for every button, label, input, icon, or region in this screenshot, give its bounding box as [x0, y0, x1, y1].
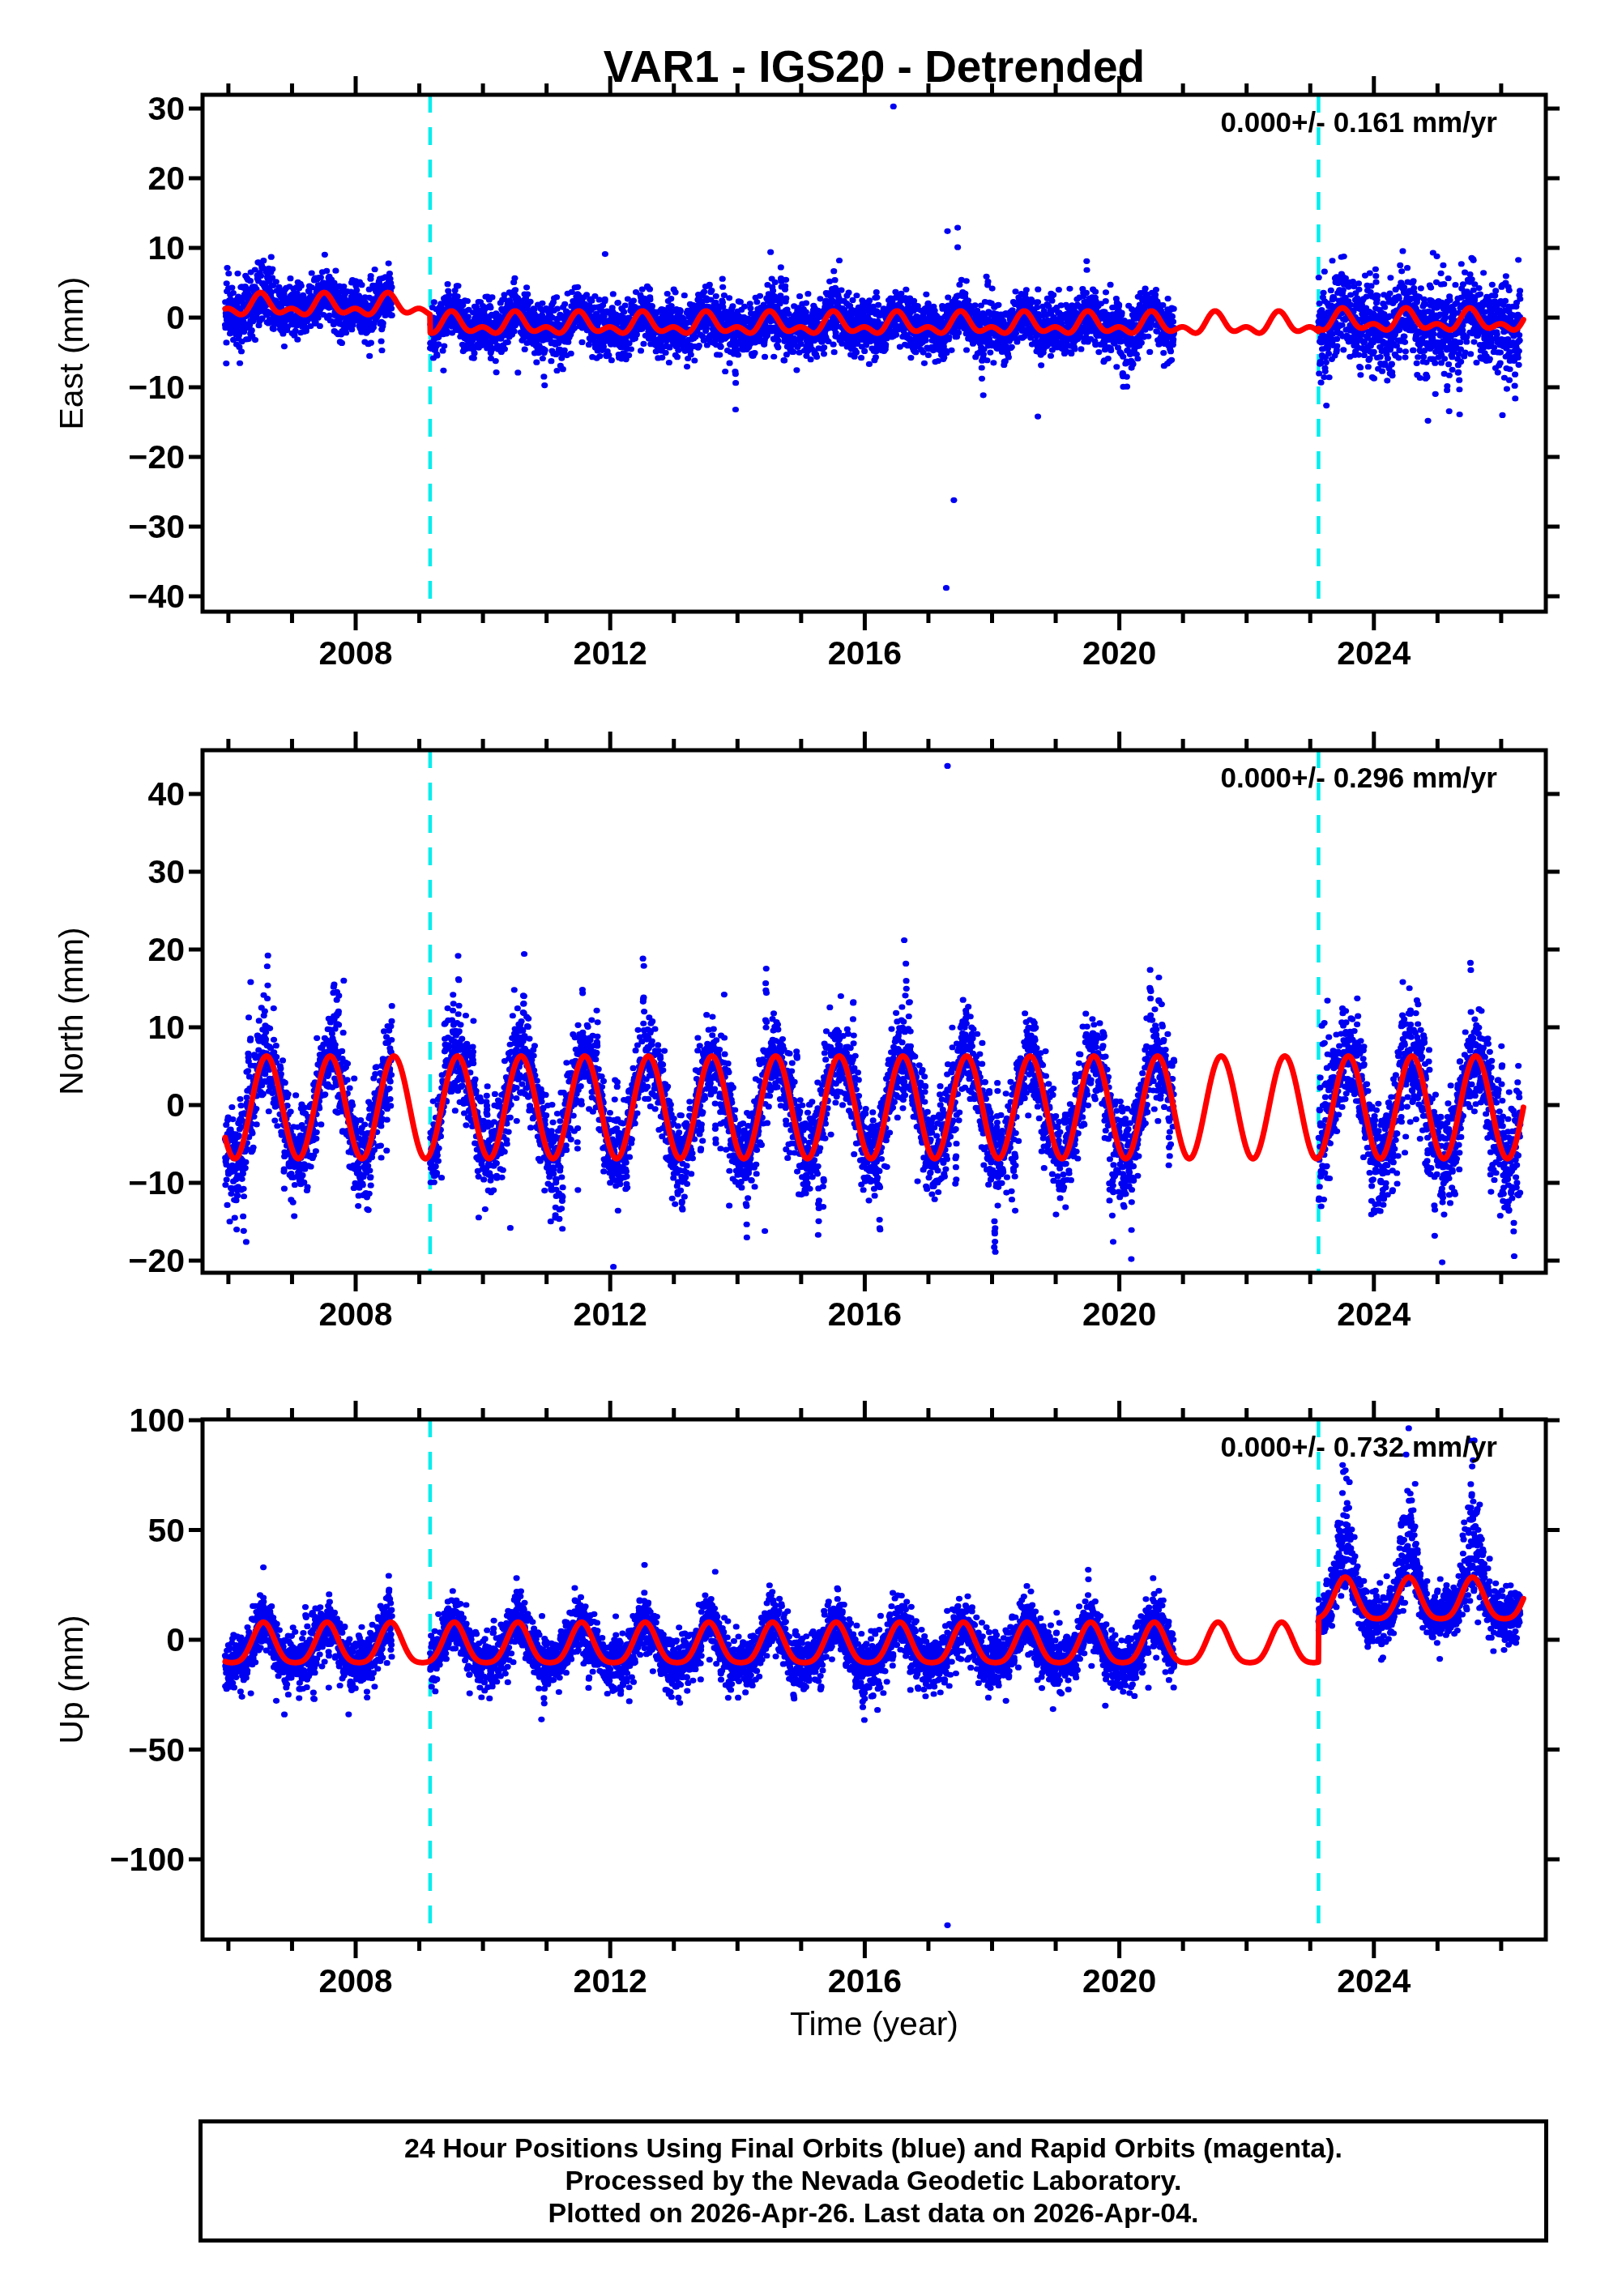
- y-tick-label: −100: [2, 1842, 185, 1876]
- y-tick-label: 10: [2, 231, 185, 265]
- y-tick-label: 30: [2, 855, 185, 889]
- y-tick-label: −10: [2, 370, 185, 404]
- y-tick-label: −20: [2, 1244, 185, 1278]
- rate-annotation-north: 0.000+/- 0.296 mm/yr: [1221, 763, 1498, 792]
- y-tick-label: 0: [2, 1623, 185, 1657]
- x-tick-label: 2016: [783, 636, 945, 670]
- x-tick-label: 2016: [783, 1964, 945, 1998]
- x-tick-label: 2008: [275, 636, 437, 670]
- x-tick-label: 2016: [783, 1297, 945, 1331]
- y-tick-label: −30: [2, 510, 185, 544]
- panel-frame-north: [203, 750, 1546, 1273]
- x-tick-label: 2012: [529, 1297, 691, 1331]
- y-tick-label: −10: [2, 1166, 185, 1200]
- y-axis-label-up: Up (mm): [53, 1517, 90, 1841]
- x-tick-label: 2024: [1293, 636, 1455, 670]
- y-tick-label: 50: [2, 1513, 185, 1547]
- y-tick-label: 30: [2, 92, 185, 126]
- footer-line-1: 24 Hour Positions Using Final Orbits (bl…: [203, 2132, 1544, 2164]
- x-tick-label: 2012: [529, 636, 691, 670]
- panel-frame-up: [203, 1419, 1546, 1940]
- y-tick-label: −20: [2, 440, 185, 474]
- panel-frame-east: [203, 95, 1546, 612]
- x-tick-label: 2012: [529, 1964, 691, 1998]
- footer-line-3: Plotted on 2026-Apr-26. Last data on 202…: [203, 2196, 1544, 2229]
- y-tick-label: 40: [2, 777, 185, 811]
- y-tick-label: 10: [2, 1010, 185, 1044]
- y-tick-label: 100: [2, 1403, 185, 1437]
- x-tick-label: 2024: [1293, 1297, 1455, 1331]
- footer-line-2: Processed by the Nevada Geodetic Laborat…: [203, 2164, 1544, 2196]
- y-tick-label: −50: [2, 1733, 185, 1767]
- y-tick-label: 20: [2, 932, 185, 967]
- y-tick-label: 0: [2, 1088, 185, 1122]
- x-tick-label: 2024: [1293, 1964, 1455, 1998]
- chart-title: VAR1 - IGS20 - Detrended: [203, 44, 1546, 89]
- x-tick-label: 2008: [275, 1297, 437, 1331]
- footer-box: 24 Hour Positions Using Final Orbits (bl…: [198, 2119, 1548, 2243]
- y-tick-label: 20: [2, 161, 185, 195]
- x-tick-label: 2020: [1039, 1964, 1201, 1998]
- x-axis-label: Time (year): [203, 2007, 1546, 2041]
- axes-frame: [0, 0, 1609, 2296]
- rate-annotation-up: 0.000+/- 0.732 mm/yr: [1221, 1432, 1498, 1462]
- rate-annotation-east: 0.000+/- 0.161 mm/yr: [1221, 108, 1498, 137]
- y-tick-label: −40: [2, 579, 185, 613]
- x-tick-label: 2020: [1039, 636, 1201, 670]
- axis-ticks: [189, 76, 1560, 1958]
- gps-timeseries-page: VAR1 - IGS20 - Detrended East (mm) North…: [0, 0, 1609, 2296]
- x-tick-label: 2008: [275, 1964, 437, 1998]
- x-tick-label: 2020: [1039, 1297, 1201, 1331]
- y-tick-label: 0: [2, 301, 185, 335]
